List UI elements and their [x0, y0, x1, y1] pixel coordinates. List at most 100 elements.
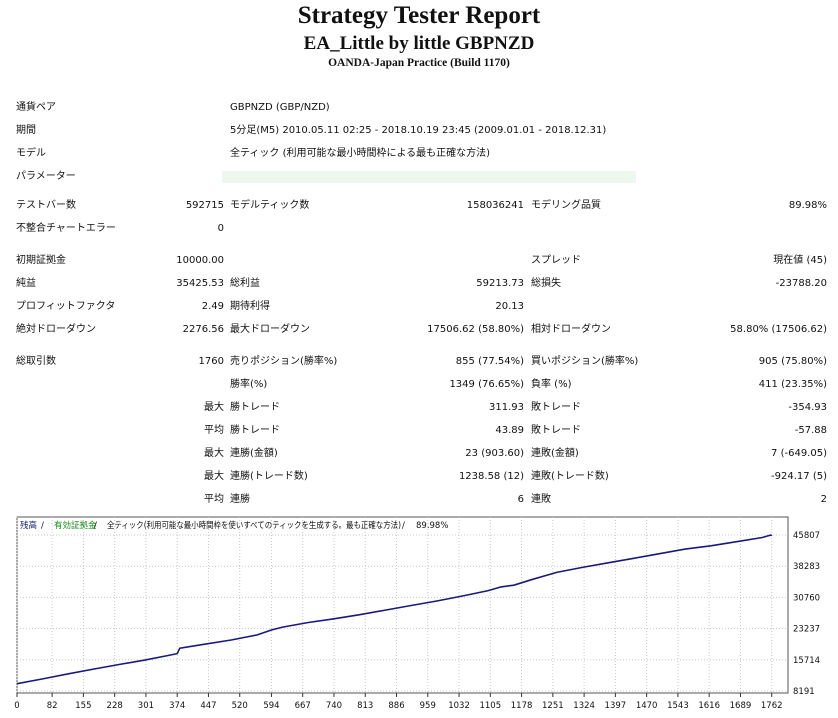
model-value: 全ティック (利用可能な最小時間枠による最も正確な方法): [230, 148, 491, 159]
avg-loss-label: 敗トレード: [531, 425, 581, 436]
net-label: 純益: [16, 278, 36, 289]
bars-label: テストバー数: [16, 200, 76, 211]
max-dd-value: 17506.62 (58.80%): [427, 324, 524, 335]
max-loss-label: 敗トレード: [531, 402, 581, 413]
params-label: パラメーター: [16, 171, 76, 182]
pf-value: 2.49: [201, 301, 224, 312]
legend-equity: 有効証拠金: [54, 520, 97, 531]
avg-cons-loss-label: 連敗: [531, 494, 551, 505]
win-pct-value: 1349 (76.65%): [449, 379, 524, 390]
gross-profit-label: 総利益: [230, 278, 260, 289]
legend-quality: 89.98%: [416, 521, 448, 531]
period-value: 5分足(M5) 2010.05.11 02:25 - 2018.10.19 23…: [230, 125, 607, 136]
avg-win-value: 43.89: [495, 425, 524, 436]
x-tick-label: 1251: [542, 701, 564, 711]
cons-win-amt-value: 23 (903.60): [465, 448, 524, 459]
max-label-3: 最大: [204, 471, 224, 482]
ticks-value: 158036241: [466, 200, 524, 211]
gross-loss-value: -23788.20: [775, 278, 827, 289]
y-tick-label: 30760: [793, 593, 820, 603]
deposit-value: 10000.00: [176, 255, 224, 266]
x-tick-label: 155: [75, 701, 91, 711]
total-trades-value: 1760: [198, 356, 224, 367]
avg-cons-win-value: 6: [517, 494, 524, 505]
rel-dd-label: 相対ドローダウン: [531, 324, 611, 335]
x-tick-label: 447: [200, 701, 216, 711]
spread-label: スプレッド: [531, 255, 581, 266]
rel-dd-value: 58.80% (17506.62): [730, 324, 827, 335]
cons-loss-cnt-label: 連敗(トレード数): [531, 471, 609, 482]
x-tick-label: 1178: [511, 701, 533, 711]
win-pct-label: 勝率(%): [230, 379, 268, 390]
quality-value: 89.98%: [788, 200, 827, 211]
expert-name: EA_Little by little GBPNZD: [303, 33, 535, 54]
long-value: 905 (75.80%): [758, 356, 827, 367]
legend-separator: /: [94, 521, 97, 531]
legend-separator: /: [41, 521, 44, 531]
x-axis-ticks: 0 82 155 228 301 374 447 520 594 667 740 813 886 959 1…: [14, 693, 783, 711]
y-axis-ticks: 8191 15714 23237 30760 38283 45807: [793, 531, 820, 697]
cons-win-cnt-value: 1238.58 (12): [458, 471, 524, 482]
report-title: Strategy Tester Report: [297, 2, 541, 29]
gross-profit-value: 59213.73: [476, 278, 524, 289]
deposit-label: 初期証拠金: [16, 255, 66, 266]
cons-loss-amt-label: 連敗(金額): [531, 448, 579, 459]
ticks-label: モデルティック数: [230, 200, 310, 211]
short-value: 855 (77.54%): [455, 356, 524, 367]
avg-label-1: 平均: [204, 425, 224, 436]
y-tick-label: 23237: [793, 625, 820, 635]
x-tick-label: 374: [169, 701, 185, 711]
long-label: 買いポジション(勝率%): [531, 356, 639, 367]
max-loss-value: -354.93: [788, 402, 827, 413]
x-tick-label: 886: [388, 701, 404, 711]
spread-value: 現在値 (45): [773, 255, 827, 266]
symbol-label: 通貨ペア: [16, 102, 56, 113]
x-tick-label: 1543: [667, 701, 689, 711]
x-tick-label: 0: [14, 701, 19, 711]
x-tick-label: 1032: [448, 701, 470, 711]
mismatch-value: 0: [217, 223, 224, 234]
x-tick-label: 1397: [605, 701, 627, 711]
cons-loss-cnt-value: -924.17 (5): [771, 471, 827, 482]
x-tick-label: 959: [420, 701, 436, 711]
avg-cons-win-label: 連勝: [230, 494, 250, 505]
abs-dd-value: 2276.56: [182, 324, 224, 335]
x-tick-label: 667: [295, 701, 311, 711]
total-trades-label: 総取引数: [16, 356, 56, 367]
mismatch-label: 不整合チャートエラー: [16, 223, 116, 234]
max-win-value: 311.93: [489, 402, 524, 413]
max-label-2: 最大: [204, 448, 224, 459]
x-tick-label: 1689: [730, 701, 752, 711]
x-tick-label: 1105: [479, 701, 501, 711]
quality-label: モデリング品質: [531, 200, 601, 211]
params-field: [222, 171, 636, 183]
x-tick-label: 520: [232, 701, 248, 711]
max-dd-label: 最大ドローダウン: [230, 324, 310, 335]
cons-win-cnt-label: 連勝(トレード数): [230, 471, 308, 482]
abs-dd-label: 絶対ドローダウン: [16, 324, 96, 335]
legend-balance: 残高: [20, 520, 37, 531]
y-tick-label: 38283: [793, 562, 820, 572]
chart-grid: [16, 517, 788, 693]
x-tick-label: 813: [357, 701, 373, 711]
x-tick-label: 594: [263, 701, 279, 711]
net-value: 35425.53: [176, 278, 224, 289]
period-label: 期間: [16, 125, 36, 136]
expected-label: 期待利得: [230, 301, 270, 312]
expected-value: 20.13: [495, 301, 524, 312]
max-win-label: 勝トレード: [230, 402, 280, 413]
balance-chart: 残高 / 有効証拠金 / 全ティック(利用可能な最小時間枠を使いすべてのティック…: [14, 516, 820, 711]
balance-line: [16, 534, 773, 685]
gross-loss-label: 総損失: [531, 278, 561, 289]
avg-cons-loss-value: 2: [820, 494, 827, 505]
y-tick-label: 8191: [793, 687, 815, 697]
pf-label: プロフィットファクタ: [16, 301, 116, 312]
x-tick-label: 82: [47, 701, 58, 711]
x-tick-label: 740: [326, 701, 342, 711]
cons-loss-amt-value: 7 (-649.05): [771, 448, 827, 459]
x-tick-label: 1616: [698, 701, 720, 711]
avg-label-2: 平均: [204, 494, 224, 505]
legend-model: 全ティック(利用可能な最小時間枠を使いすべてのティックを生成する。最も正確な方法…: [107, 520, 401, 531]
y-tick-label: 45807: [793, 531, 820, 541]
avg-win-label: 勝トレード: [230, 425, 280, 436]
